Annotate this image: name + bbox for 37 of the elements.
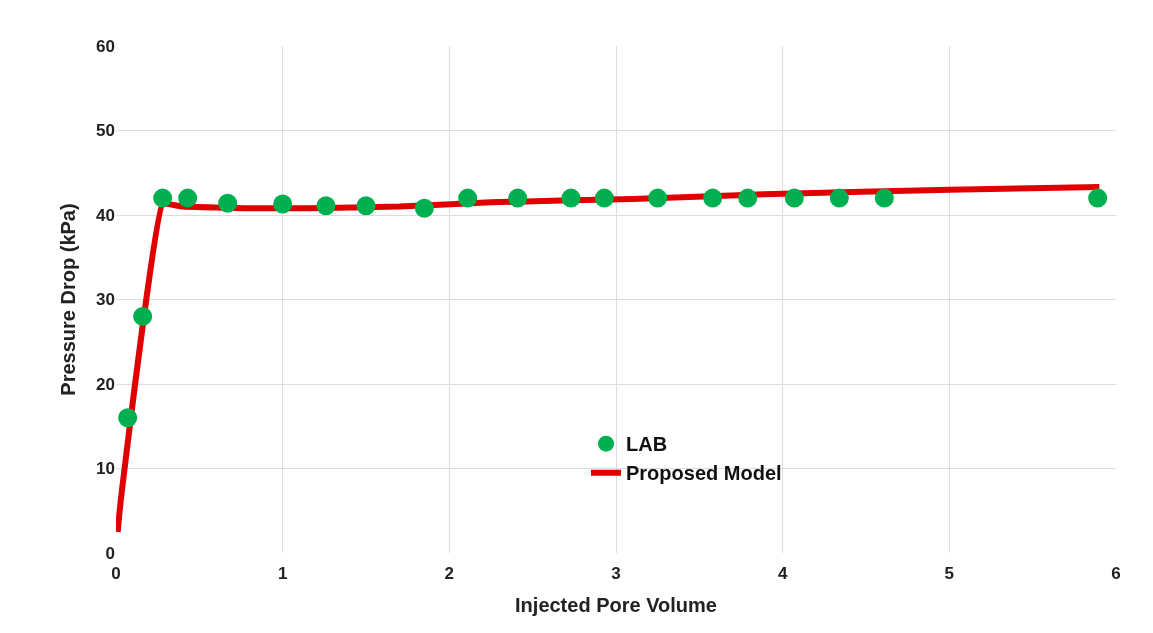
y-tick-label: 0 xyxy=(105,543,115,563)
point xyxy=(273,194,293,214)
point xyxy=(458,188,478,208)
point xyxy=(648,188,668,208)
x-tick-label: 1 xyxy=(277,564,288,583)
x-tick-label: 5 xyxy=(944,564,955,583)
x-tick-label: 4 xyxy=(777,564,788,583)
x-tick-label: 2 xyxy=(444,564,455,583)
point xyxy=(133,306,153,326)
y-tick-label: 10 xyxy=(96,459,115,479)
point xyxy=(703,188,723,208)
point xyxy=(738,188,758,208)
point xyxy=(508,188,528,208)
point xyxy=(414,198,434,218)
point xyxy=(874,188,894,208)
point xyxy=(356,196,376,216)
point xyxy=(561,188,581,208)
y-tick-label: 30 xyxy=(96,290,115,310)
point xyxy=(218,193,238,213)
x-tick-label: 6 xyxy=(1111,564,1121,583)
y-tick-label: 60 xyxy=(96,36,115,56)
point xyxy=(594,188,614,208)
point xyxy=(829,188,849,208)
y-tick-label: 50 xyxy=(96,121,115,141)
x-axis-title: Injected Pore Volume xyxy=(515,593,717,616)
point xyxy=(784,188,804,208)
y-axis-title: Pressure Drop (kPa) xyxy=(56,203,79,396)
point xyxy=(1088,188,1108,208)
point xyxy=(316,196,336,216)
point xyxy=(178,188,198,208)
legend-label: Proposed Model xyxy=(626,462,782,485)
y-tick-label: 40 xyxy=(96,205,115,225)
x-tick-label: 3 xyxy=(611,564,621,583)
point xyxy=(118,408,138,428)
y-tick-label: 20 xyxy=(96,374,115,394)
legend-label: LAB xyxy=(626,433,668,456)
point xyxy=(153,188,173,208)
